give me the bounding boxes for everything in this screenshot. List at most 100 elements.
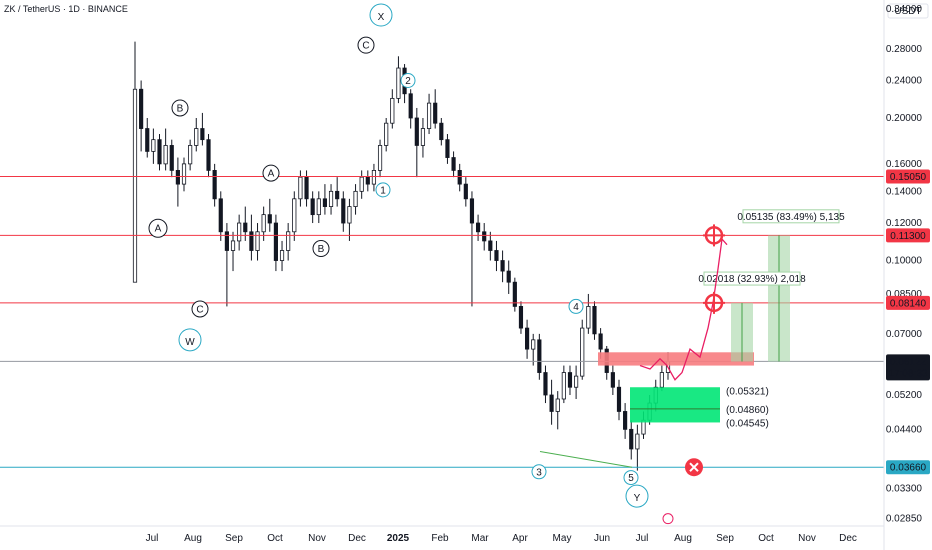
wave-label-circle <box>531 464 547 480</box>
x-tick-label: Apr <box>512 533 528 544</box>
candle-body <box>237 222 242 242</box>
candle-body <box>426 102 432 129</box>
wave-label-circle <box>191 300 209 318</box>
wave-label-circle <box>568 298 584 314</box>
candle-body <box>316 198 321 216</box>
candle-body <box>580 327 585 377</box>
candle-body <box>531 339 536 350</box>
candle-body <box>543 372 548 396</box>
candle-body <box>218 198 223 233</box>
x-tick-label: Sep <box>225 533 243 544</box>
wave-label: 5 <box>628 473 634 484</box>
candle-body <box>224 231 229 251</box>
candle-body <box>488 240 493 251</box>
candle-body <box>145 128 150 152</box>
candle-body <box>353 190 358 207</box>
wave-label: A <box>155 224 162 235</box>
candle-body <box>420 128 426 146</box>
y-tick-label: 0.05200 <box>886 390 923 401</box>
candle-body <box>163 145 168 165</box>
candle-body <box>396 67 401 99</box>
candle-body <box>175 170 180 185</box>
candle-body <box>169 145 174 171</box>
overlay-layer: (0.05321) (0.04860) (0.04545) 0.02018 (32.9… <box>0 3 884 525</box>
candle-body <box>574 375 579 388</box>
candle-body <box>181 163 187 185</box>
candle-body <box>279 250 285 261</box>
wave-label: C <box>196 305 203 316</box>
trend-line <box>539 451 633 468</box>
candle-body <box>365 176 370 185</box>
measure-label-box <box>703 271 801 286</box>
candle-body <box>586 306 591 329</box>
candle-body <box>151 139 156 152</box>
candle-body <box>629 428 634 450</box>
support-zone <box>630 387 720 423</box>
candle-body <box>512 281 517 307</box>
x-tick-label: Dec <box>839 533 857 544</box>
price-line-label: 0.11300 <box>890 231 926 242</box>
candle-body <box>132 88 138 283</box>
x-tick-label: Mar <box>471 533 489 544</box>
zone-label: (0.04545) <box>726 419 769 430</box>
y-tick-label: 0.07000 <box>886 329 923 340</box>
y-tick-label: 0.24000 <box>886 76 923 87</box>
currency-box <box>887 3 929 19</box>
projection-path <box>639 237 728 381</box>
y-tick-label: 0.20000 <box>886 113 923 124</box>
candle-body <box>616 386 622 412</box>
y-axis-panel <box>884 0 932 550</box>
y-tick-label: 0.14000 <box>886 186 923 197</box>
candle-body <box>561 372 566 400</box>
y-tick-label: 0.28000 <box>886 44 923 55</box>
candle-body <box>463 183 468 200</box>
price-line-badge <box>886 295 930 310</box>
price-line-badge <box>886 460 930 475</box>
candle-body <box>261 214 266 233</box>
candle-body <box>567 372 573 388</box>
candle-body <box>592 306 597 335</box>
candle-body <box>255 231 260 251</box>
candle-body <box>200 128 205 141</box>
zone-label: (0.04860) <box>726 405 769 416</box>
x-tick-label: Jul <box>146 533 159 544</box>
candle-body <box>623 411 628 430</box>
candle-body <box>310 198 315 216</box>
measure-label-box <box>742 209 840 224</box>
candle-body <box>494 250 499 261</box>
candle-body <box>439 122 444 141</box>
candle-body <box>359 176 364 192</box>
wave-label: 3 <box>536 467 542 478</box>
candle-body <box>347 206 352 224</box>
candle-body <box>206 139 211 171</box>
x-tick-label: Nov <box>798 533 816 544</box>
candle-body <box>506 270 511 283</box>
wave-label-circle <box>148 218 168 238</box>
wave-label-circle <box>375 182 391 198</box>
wave-label-circle <box>357 36 375 54</box>
x-tick-label: Aug <box>184 533 202 544</box>
stop-loss-cross <box>689 462 699 472</box>
candle-body <box>408 93 413 119</box>
candle-body <box>249 231 254 251</box>
candle-body <box>273 222 278 261</box>
candle-body <box>414 117 419 146</box>
resistance-zone <box>598 352 754 366</box>
y-tick-label: 0.02850 <box>886 514 923 525</box>
candle-body <box>139 88 144 129</box>
candle-body <box>335 190 340 200</box>
measure-label: 0.05135 (83.49%) 5,135 <box>737 212 845 223</box>
candle-body <box>390 97 395 124</box>
chart-title: ZK / TetherUS · 1D · BINANCE <box>4 4 128 14</box>
zone-label: (0.05321) <box>726 386 769 397</box>
flash-icon <box>662 513 674 525</box>
x-tick-label: Aug <box>674 533 692 544</box>
candle-body <box>445 139 450 158</box>
wave-label-circle <box>625 484 649 508</box>
candle-body <box>469 198 475 224</box>
current-price-badge <box>886 354 930 381</box>
candle-body <box>659 372 664 388</box>
candle-body <box>500 260 505 272</box>
